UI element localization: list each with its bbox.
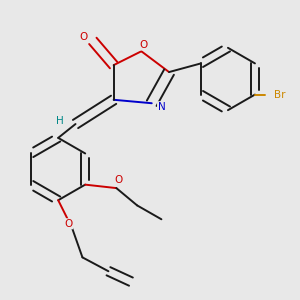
Text: H: H (56, 116, 64, 126)
Text: O: O (114, 176, 122, 185)
Text: O: O (64, 219, 73, 229)
Text: O: O (139, 40, 147, 50)
Text: N: N (158, 102, 165, 112)
Text: O: O (79, 32, 87, 42)
Text: Br: Br (274, 90, 286, 100)
